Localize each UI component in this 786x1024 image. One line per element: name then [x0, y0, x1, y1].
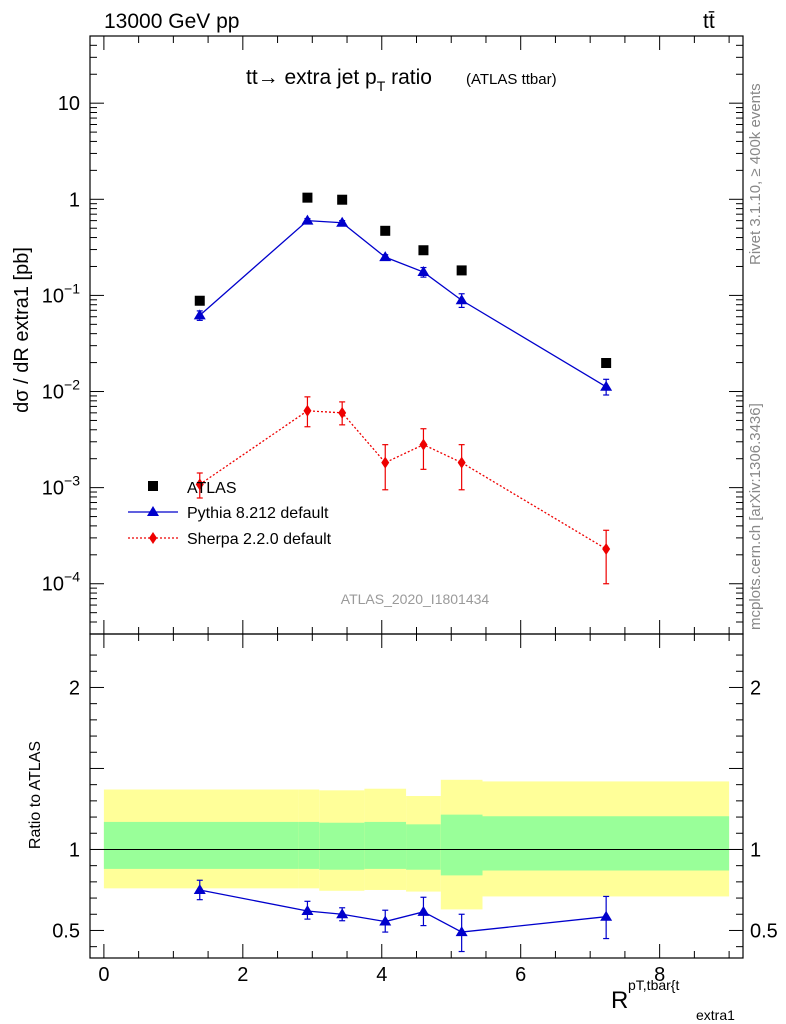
ratio-pythia-point [193, 883, 206, 894]
xlabel: R pT,tbar{t extra1 [611, 977, 735, 1023]
pythia-point [455, 294, 468, 305]
ylabel-upper: dσ / dR extra1 [pb] [11, 247, 33, 413]
ratio-ytick-label-right: 0.5 [750, 920, 778, 942]
sherpa-point [602, 542, 611, 555]
ratio-pythia-point [301, 905, 314, 916]
legend-pythia-marker [147, 506, 159, 516]
pythia-point [417, 266, 430, 277]
ratio-pythia-point [336, 908, 349, 919]
ratio-band-inner [406, 824, 441, 870]
atlas-point [337, 194, 348, 205]
legend-atlas-marker [148, 481, 158, 491]
energy-label: 13000 GeV pp [104, 10, 239, 33]
ratio-ytick-label: 0.5 [52, 920, 80, 942]
main-ytick-label: 1 [69, 189, 80, 211]
legend-atlas-label: ATLAS [187, 480, 237, 497]
sherpa-point [303, 404, 312, 417]
ratio-panel: 0 2 4 6 8 0.5 0.5 1 1 2 2 [52, 633, 778, 986]
ylabel-lower: Ratio to ATLAS [27, 741, 44, 849]
side-label-top: Rivet 3.1.10, ≥ 400k events [747, 83, 764, 265]
plot-title-main: tt→ extra jet p [246, 66, 377, 89]
pythia-point [379, 251, 392, 262]
atlas-point [601, 358, 612, 369]
ratio-ytick-label-right: 2 [750, 677, 761, 699]
ratio-pythia-point [455, 926, 468, 937]
sherpa-point [457, 456, 466, 469]
analysis-id: ATLAS_2020_I1801434 [341, 591, 490, 607]
ratio-band-inner [319, 822, 365, 870]
xlabel-sub: extra1 [696, 1007, 735, 1023]
pythia-point [193, 309, 206, 320]
plot-title: tt→ extra jet pT ratio (ATLAS ttbar) [246, 66, 557, 94]
sherpa-point [419, 438, 428, 451]
main-ytick-label: 10−3 [42, 473, 80, 500]
atlas-point [380, 225, 391, 236]
xlabel-main: R [611, 987, 628, 1014]
sherpa-point [338, 406, 347, 419]
ratio-xtick-label: 2 [237, 964, 248, 986]
sherpa-point [381, 456, 390, 469]
ratio-ytick-label: 1 [69, 839, 80, 861]
process-label: tt̄ [703, 10, 715, 33]
main-ytick-label: 10 [58, 93, 80, 115]
ratio-xtick-label: 8 [654, 964, 665, 986]
main-ytick-label: 10−2 [42, 377, 80, 404]
atlas-point [194, 295, 205, 306]
plot-title-sub: T [377, 78, 386, 94]
sherpa-point [195, 478, 204, 491]
ratio-band-inner [364, 821, 407, 869]
ratio-ytick-label: 2 [69, 677, 80, 699]
ratio-pythia-point [600, 910, 613, 921]
svg-text:tt→ extra jet pT ratio: tt→ extra jet pT ratio [246, 66, 432, 94]
ratio-band-inner [103, 821, 299, 869]
pythia-point [600, 380, 613, 391]
ratio-band-inner [482, 816, 730, 871]
atlas-point [456, 265, 467, 276]
side-label-bottom: mcplots.cern.ch [arXiv:1306.3436] [747, 403, 764, 630]
plot-title-tail: ratio [385, 66, 432, 89]
ratio-pythia-point [417, 905, 430, 916]
ratio-ytick-label-right: 1 [750, 839, 761, 861]
ratio-band-inner [440, 814, 483, 876]
main-ytick-label: 10−1 [42, 280, 80, 307]
legend-sherpa-label: Sherpa 2.2.0 default [187, 531, 332, 548]
atlas-point [302, 192, 313, 203]
ratio-xtick-label: 4 [376, 964, 387, 986]
ratio-band-inner [298, 821, 320, 869]
pythia-point [301, 214, 314, 225]
legend-sherpa-marker [149, 532, 157, 544]
atlas-point [418, 245, 429, 256]
xlabel-sup: pT,tbar{t [628, 977, 679, 993]
legend-pythia-label: Pythia 8.212 default [187, 505, 329, 522]
ratio-xtick-label: 0 [98, 964, 109, 986]
ratio-xtick-label: 6 [515, 964, 526, 986]
plot-title-small: (ATLAS ttbar) [466, 71, 557, 88]
legend: ATLAS Pythia 8.212 default Sherpa 2.2.0 … [128, 480, 332, 548]
pythia-point [336, 216, 349, 227]
ratio-pythia-point [379, 915, 392, 926]
main-ytick-label: 10−4 [42, 569, 80, 596]
main-panel: 10−4 10−3 10−2 10−1 1 10 [42, 35, 744, 635]
sherpa-line [199, 410, 607, 550]
pythia-line [199, 219, 607, 388]
